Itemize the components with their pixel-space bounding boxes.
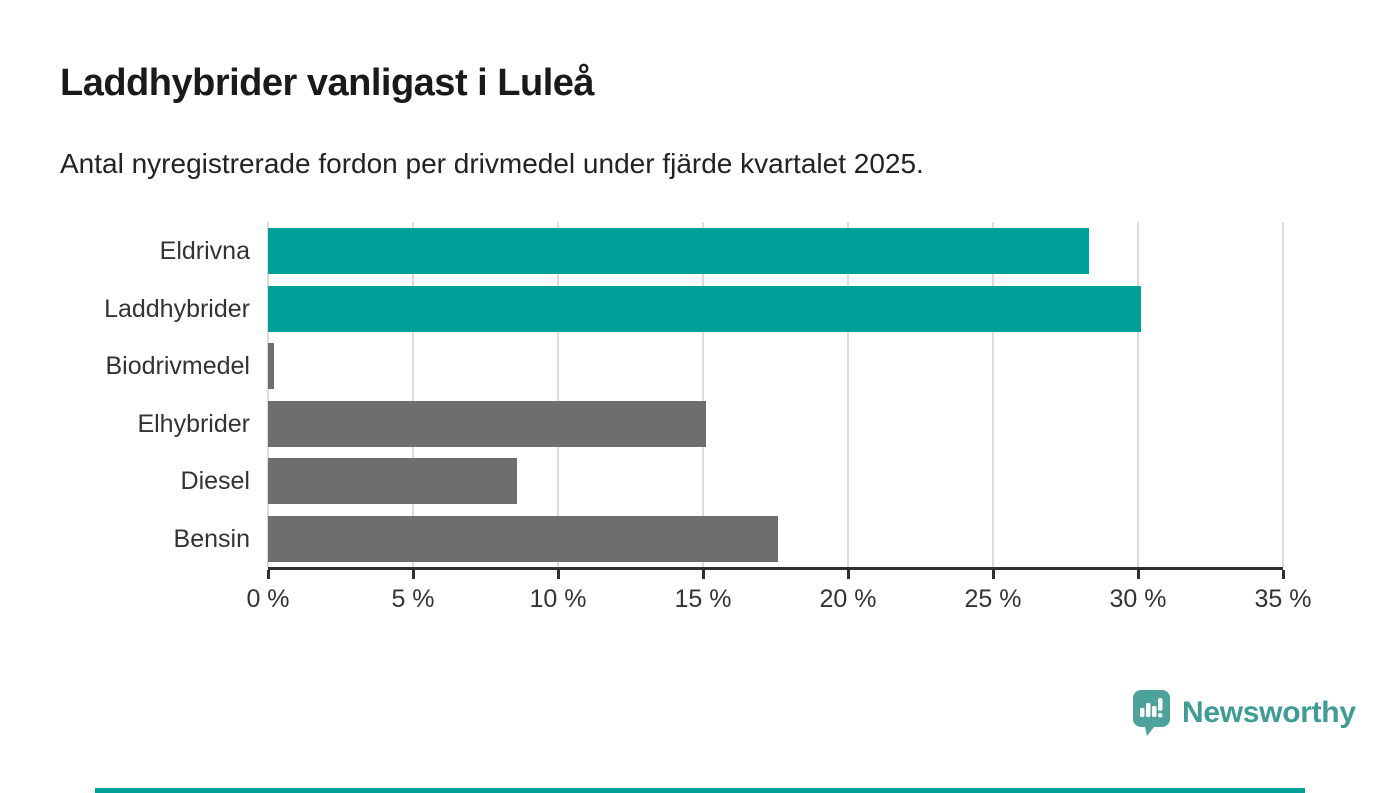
gridline-35 — [1282, 222, 1284, 567]
x-axis-tick-35 — [1281, 570, 1285, 579]
x-axis-tick-0 — [266, 570, 270, 579]
x-axis-tick-5 — [411, 570, 415, 579]
bar-biodrivmedel — [268, 343, 274, 389]
gridline-5 — [412, 222, 414, 567]
bar-laddhybrider — [268, 285, 1141, 332]
y-axis-label-laddhybrider: Laddhybrider — [104, 294, 250, 323]
gridline-30 — [1137, 222, 1139, 567]
bar-diesel — [268, 458, 518, 504]
newsworthy-logo-icon — [1133, 690, 1170, 736]
x-axis-tick-label-25: 25 % — [964, 585, 1022, 613]
y-axis-label-eldrivna: Eldrivna — [159, 237, 250, 265]
y-axis-label-diesel: Diesel — [180, 467, 250, 495]
x-axis-line — [268, 567, 1283, 570]
x-axis-tick-label-5: 5 % — [391, 585, 435, 613]
bar-elhybrider — [268, 400, 706, 447]
x-axis-tick-20 — [846, 570, 850, 579]
footer-accent-bar — [95, 788, 1305, 793]
chart-title: Laddhybrider vanligast i Luleå — [60, 62, 595, 104]
bar-bensin — [268, 515, 779, 562]
gridline-25 — [992, 222, 994, 567]
x-axis-tick-label-35: 35 % — [1254, 585, 1312, 613]
chart-subtitle: Antal nyregistrerade fordon per drivmede… — [60, 148, 924, 179]
newsworthy-logo: Newsworthy — [1133, 690, 1356, 736]
y-axis-label-elhybrider: Elhybrider — [137, 409, 250, 438]
newsworthy-logo-text: Newsworthy — [1182, 696, 1356, 729]
x-axis-tick-label-10: 10 % — [529, 585, 587, 613]
x-axis-tick-25 — [991, 570, 995, 579]
x-axis-tick-label-15: 15 % — [674, 585, 732, 613]
x-axis-tick-10 — [556, 570, 560, 579]
y-axis-label-biodrivmedel: Biodrivmedel — [105, 352, 250, 380]
gridline-20 — [847, 222, 849, 567]
bar-eldrivna — [268, 228, 1089, 274]
x-axis-tick-30 — [1136, 570, 1140, 579]
x-axis-tick-15 — [701, 570, 705, 579]
x-axis-tick-label-0: 0 % — [246, 585, 290, 613]
gridline-0 — [267, 222, 269, 567]
y-axis-label-bensin: Bensin — [173, 524, 250, 553]
gridline-10 — [557, 222, 559, 567]
x-axis-tick-label-30: 30 % — [1109, 585, 1167, 613]
x-axis-tick-label-20: 20 % — [819, 585, 877, 613]
gridline-15 — [702, 222, 704, 567]
